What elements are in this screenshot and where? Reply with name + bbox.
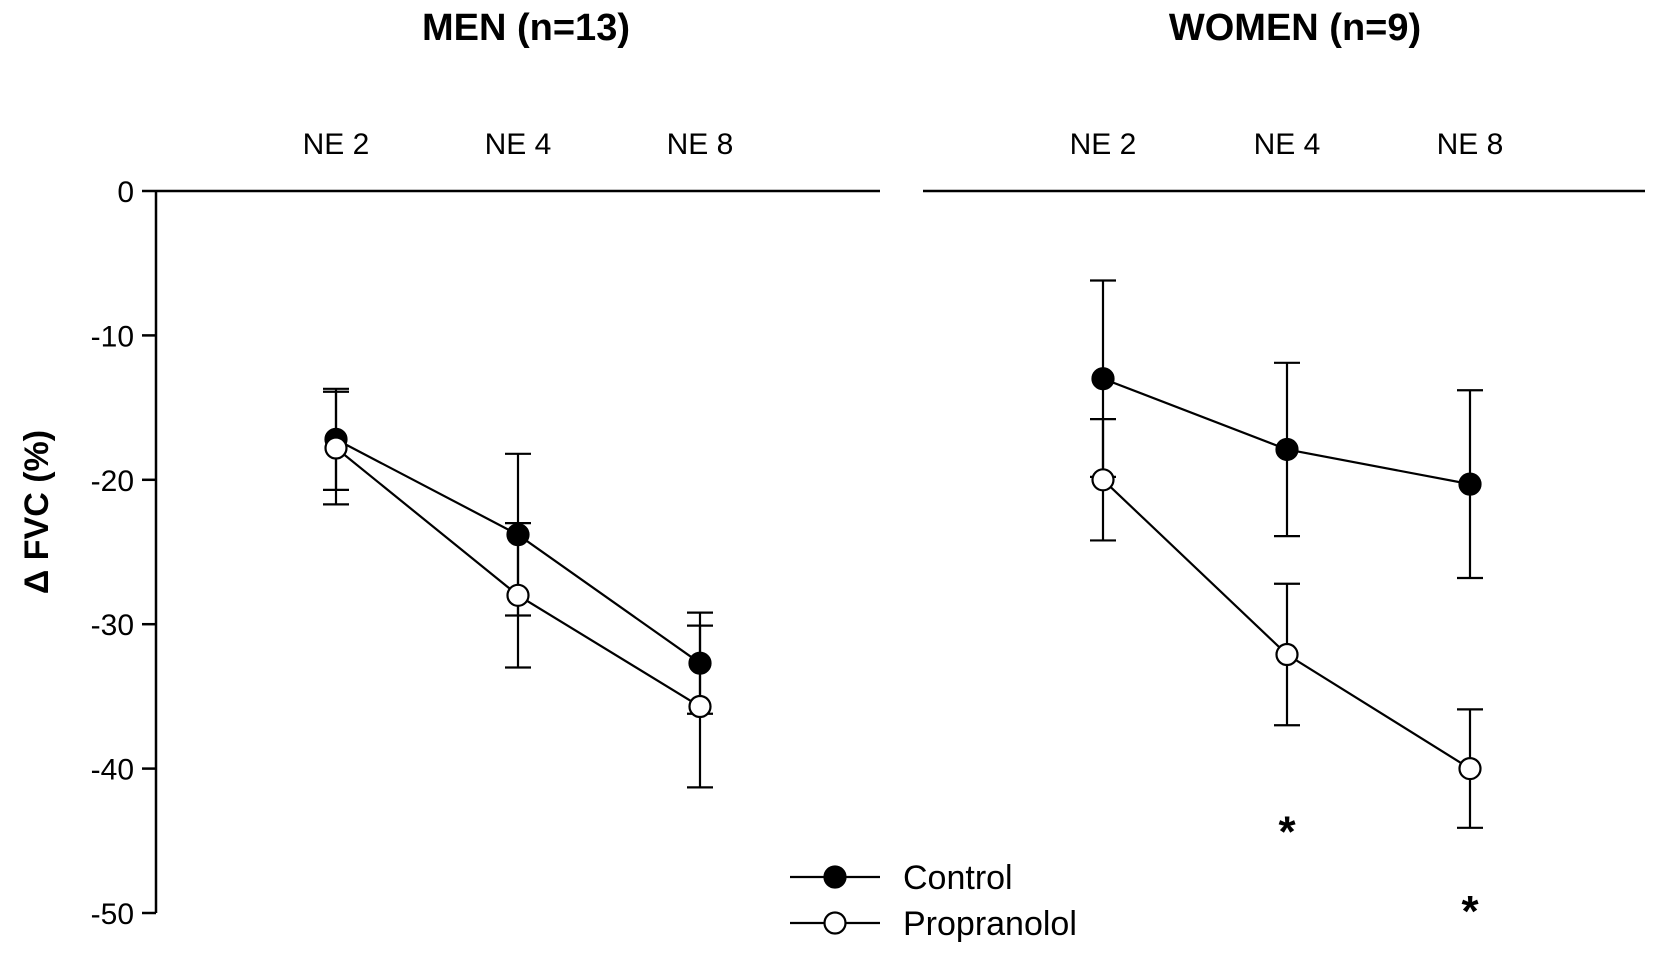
y-tick-label: -50: [91, 898, 134, 931]
y-tick-label: -20: [91, 465, 134, 498]
category-label: NE 8: [1437, 128, 1504, 161]
category-label: NE 4: [485, 128, 552, 161]
y-tick-label: 0: [117, 176, 134, 209]
y-axis-label: Δ FVC (%): [18, 430, 56, 594]
legend-marker: [823, 865, 847, 889]
propranolol-point: [506, 583, 530, 607]
propranolol-point: [688, 694, 712, 719]
category-label: NE 2: [1070, 128, 1137, 161]
category-label: NE 8: [667, 128, 734, 161]
significance-marker: *: [1461, 887, 1479, 936]
panel-title: WOMEN (n=9): [1169, 7, 1421, 49]
propranolol-point: [1091, 468, 1115, 492]
control-point: [1458, 472, 1482, 496]
y-tick-label: -40: [91, 754, 134, 787]
control-point: [1091, 367, 1115, 391]
category-label: NE 2: [303, 128, 370, 161]
legend-label: Control: [903, 859, 1013, 897]
category-label: NE 4: [1254, 128, 1321, 161]
control-point: [1275, 437, 1299, 462]
y-tick-label: -30: [91, 609, 134, 642]
propranolol-point: [324, 436, 348, 460]
significance-marker: *: [1278, 807, 1296, 856]
legend-label: Propranolol: [903, 905, 1077, 943]
propranolol-point: [1275, 642, 1299, 667]
y-tick-label: -10: [91, 320, 134, 353]
legend-marker: [823, 911, 847, 935]
propranolol-point: [1458, 756, 1482, 781]
panel-title: MEN (n=13): [422, 7, 630, 49]
